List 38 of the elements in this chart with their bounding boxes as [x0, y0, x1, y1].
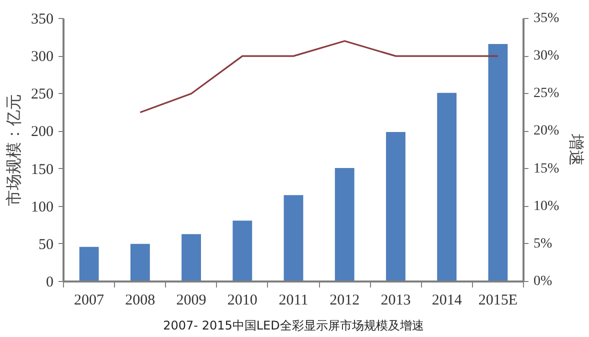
- y2-tick-label: 25%: [534, 86, 560, 102]
- y2-tick-label: 30%: [534, 48, 560, 64]
- x-tick-label: 2015E: [478, 292, 518, 308]
- y-tick-label: 0: [46, 274, 54, 290]
- y2-tick-label: 5%: [534, 236, 552, 252]
- bar: [130, 244, 150, 282]
- x-tick-label: 2011: [278, 292, 308, 308]
- x-tick-label: 2007: [74, 292, 105, 308]
- y-tick-label: 200: [31, 124, 54, 140]
- bar: [182, 234, 201, 282]
- y-tick-label: 100: [31, 199, 54, 216]
- bar: [334, 168, 354, 282]
- y2-tick-label: 15%: [534, 161, 560, 176]
- bar: [386, 132, 406, 282]
- y2-axis-title: 增速: [567, 133, 586, 166]
- x-tick-label: 2010: [227, 292, 258, 308]
- line-series: [139, 40, 499, 114]
- y2-tick-label: 0%: [534, 274, 552, 289]
- y2-tick-label: 10%: [534, 198, 560, 214]
- x-tick-label: 2008: [125, 292, 156, 308]
- bar: [232, 220, 252, 282]
- x-tick-label: 2012: [330, 292, 360, 308]
- bar: [79, 246, 99, 282]
- bar: [284, 195, 304, 282]
- bar: [437, 92, 457, 282]
- x-tick-label: 2009: [176, 292, 206, 308]
- y-tick-label: 350: [31, 12, 54, 28]
- x-tick-label: 2013: [380, 292, 411, 308]
- bar: [488, 44, 508, 282]
- y-tick-label: 150: [31, 162, 54, 178]
- y-tick-label: 250: [31, 86, 54, 103]
- text: 2007- 2015中国LED全彩显示屏市场规模及增速: [163, 318, 424, 332]
- y-tick-label: 300: [31, 49, 54, 66]
- y2-tick-label: 35%: [534, 11, 560, 26]
- y-tick-label: 50: [38, 236, 54, 253]
- y2-tick-label: 20%: [534, 124, 560, 139]
- x-tick-label: 2014: [432, 292, 462, 308]
- y-axis-title: 市场规模：亿元: [4, 94, 23, 206]
